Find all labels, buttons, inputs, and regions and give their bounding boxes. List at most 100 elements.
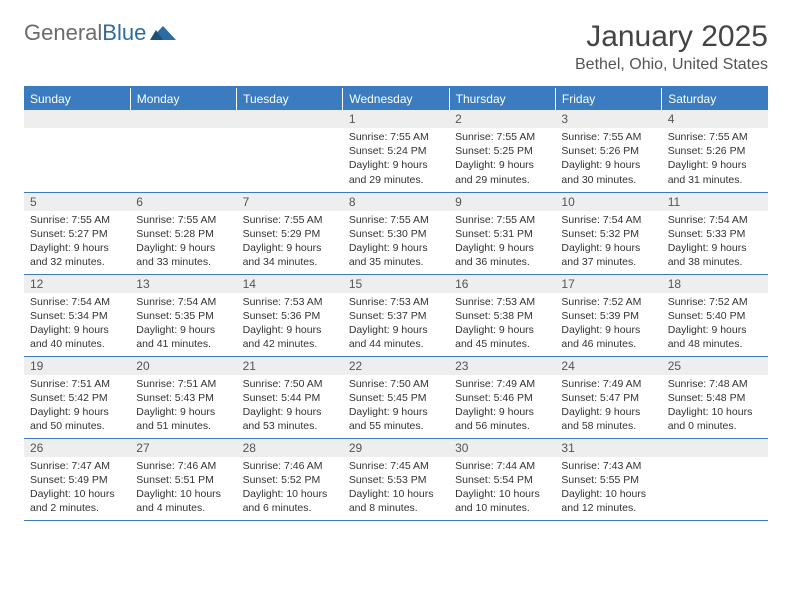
day-header: Monday xyxy=(130,87,236,110)
day-info: Sunrise: 7:51 AMSunset: 5:43 PMDaylight:… xyxy=(130,375,236,438)
logo-icon xyxy=(150,20,176,46)
day-info: Sunrise: 7:55 AMSunset: 5:29 PMDaylight:… xyxy=(237,211,343,274)
day-number: 19 xyxy=(24,357,130,375)
day-header: Saturday xyxy=(662,87,768,110)
sunset-text: Sunset: 5:45 PM xyxy=(349,391,443,405)
daylight-text: Daylight: 10 hours xyxy=(30,487,124,501)
day-number: 14 xyxy=(237,275,343,293)
calendar-cell: 19Sunrise: 7:51 AMSunset: 5:42 PMDayligh… xyxy=(24,356,130,438)
day-number: 28 xyxy=(237,439,343,457)
daylight-text: Daylight: 10 hours xyxy=(243,487,337,501)
day-number: 1 xyxy=(343,110,449,128)
day-info: Sunrise: 7:46 AMSunset: 5:52 PMDaylight:… xyxy=(237,457,343,520)
calendar-row: 5Sunrise: 7:55 AMSunset: 5:27 PMDaylight… xyxy=(24,192,768,274)
day-number: 8 xyxy=(343,193,449,211)
sunset-text: Sunset: 5:49 PM xyxy=(30,473,124,487)
daylight-text: and 48 minutes. xyxy=(668,337,762,351)
daylight-text: Daylight: 9 hours xyxy=(668,323,762,337)
day-number: 24 xyxy=(555,357,661,375)
calendar-cell: 1Sunrise: 7:55 AMSunset: 5:24 PMDaylight… xyxy=(343,110,449,192)
calendar-table: SundayMondayTuesdayWednesdayThursdayFrid… xyxy=(24,86,768,521)
day-info: Sunrise: 7:55 AMSunset: 5:31 PMDaylight:… xyxy=(449,211,555,274)
calendar-cell: 27Sunrise: 7:46 AMSunset: 5:51 PMDayligh… xyxy=(130,438,236,520)
calendar-cell: 3Sunrise: 7:55 AMSunset: 5:26 PMDaylight… xyxy=(555,110,661,192)
calendar-row: 26Sunrise: 7:47 AMSunset: 5:49 PMDayligh… xyxy=(24,438,768,520)
daylight-text: and 33 minutes. xyxy=(136,255,230,269)
day-number: 23 xyxy=(449,357,555,375)
day-info: Sunrise: 7:45 AMSunset: 5:53 PMDaylight:… xyxy=(343,457,449,520)
sunrise-text: Sunrise: 7:55 AM xyxy=(243,213,337,227)
daylight-text: Daylight: 9 hours xyxy=(136,241,230,255)
day-header: Tuesday xyxy=(237,87,343,110)
day-info: Sunrise: 7:49 AMSunset: 5:46 PMDaylight:… xyxy=(449,375,555,438)
daylight-text: Daylight: 9 hours xyxy=(349,158,443,172)
sunrise-text: Sunrise: 7:55 AM xyxy=(668,130,762,144)
daylight-text: Daylight: 9 hours xyxy=(561,323,655,337)
daylight-text: Daylight: 9 hours xyxy=(136,405,230,419)
sunset-text: Sunset: 5:43 PM xyxy=(136,391,230,405)
daylight-text: Daylight: 9 hours xyxy=(349,405,443,419)
sunrise-text: Sunrise: 7:52 AM xyxy=(561,295,655,309)
day-header: Wednesday xyxy=(343,87,449,110)
calendar-head: SundayMondayTuesdayWednesdayThursdayFrid… xyxy=(24,87,768,110)
daylight-text: Daylight: 9 hours xyxy=(349,323,443,337)
calendar-cell: 9Sunrise: 7:55 AMSunset: 5:31 PMDaylight… xyxy=(449,192,555,274)
day-number: 18 xyxy=(662,275,768,293)
daylight-text: Daylight: 9 hours xyxy=(136,323,230,337)
daylight-text: and 30 minutes. xyxy=(561,173,655,187)
day-info: Sunrise: 7:53 AMSunset: 5:37 PMDaylight:… xyxy=(343,293,449,356)
daylight-text: Daylight: 9 hours xyxy=(455,323,549,337)
day-info: Sunrise: 7:53 AMSunset: 5:38 PMDaylight:… xyxy=(449,293,555,356)
calendar-cell: 15Sunrise: 7:53 AMSunset: 5:37 PMDayligh… xyxy=(343,274,449,356)
sunrise-text: Sunrise: 7:46 AM xyxy=(136,459,230,473)
sunrise-text: Sunrise: 7:50 AM xyxy=(349,377,443,391)
sunset-text: Sunset: 5:40 PM xyxy=(668,309,762,323)
daylight-text: and 36 minutes. xyxy=(455,255,549,269)
sunrise-text: Sunrise: 7:48 AM xyxy=(668,377,762,391)
sunrise-text: Sunrise: 7:45 AM xyxy=(349,459,443,473)
daylight-text: and 31 minutes. xyxy=(668,173,762,187)
sunset-text: Sunset: 5:38 PM xyxy=(455,309,549,323)
day-info: Sunrise: 7:54 AMSunset: 5:32 PMDaylight:… xyxy=(555,211,661,274)
calendar-cell: 22Sunrise: 7:50 AMSunset: 5:45 PMDayligh… xyxy=(343,356,449,438)
header: GeneralBlue January 2025 Bethel, Ohio, U… xyxy=(24,20,768,74)
daylight-text: Daylight: 9 hours xyxy=(30,241,124,255)
day-number: 10 xyxy=(555,193,661,211)
daylight-text: Daylight: 9 hours xyxy=(243,241,337,255)
sunrise-text: Sunrise: 7:55 AM xyxy=(455,130,549,144)
calendar-cell: 4Sunrise: 7:55 AMSunset: 5:26 PMDaylight… xyxy=(662,110,768,192)
day-header: Thursday xyxy=(449,87,555,110)
sunset-text: Sunset: 5:42 PM xyxy=(30,391,124,405)
daylight-text: Daylight: 9 hours xyxy=(349,241,443,255)
daylight-text: Daylight: 9 hours xyxy=(668,158,762,172)
daylight-text: and 37 minutes. xyxy=(561,255,655,269)
day-header: Friday xyxy=(555,87,661,110)
daylight-text: Daylight: 9 hours xyxy=(455,158,549,172)
daylight-text: and 6 minutes. xyxy=(243,501,337,515)
calendar-cell: 29Sunrise: 7:45 AMSunset: 5:53 PMDayligh… xyxy=(343,438,449,520)
sunrise-text: Sunrise: 7:53 AM xyxy=(243,295,337,309)
sunset-text: Sunset: 5:55 PM xyxy=(561,473,655,487)
day-info: Sunrise: 7:46 AMSunset: 5:51 PMDaylight:… xyxy=(130,457,236,520)
day-info: Sunrise: 7:55 AMSunset: 5:26 PMDaylight:… xyxy=(662,128,768,191)
daylight-text: and 53 minutes. xyxy=(243,419,337,433)
calendar-cell: 20Sunrise: 7:51 AMSunset: 5:43 PMDayligh… xyxy=(130,356,236,438)
daylight-text: and 55 minutes. xyxy=(349,419,443,433)
sunrise-text: Sunrise: 7:52 AM xyxy=(668,295,762,309)
sunset-text: Sunset: 5:34 PM xyxy=(30,309,124,323)
daylight-text: and 12 minutes. xyxy=(561,501,655,515)
sunrise-text: Sunrise: 7:54 AM xyxy=(561,213,655,227)
sunrise-text: Sunrise: 7:46 AM xyxy=(243,459,337,473)
sunrise-text: Sunrise: 7:51 AM xyxy=(30,377,124,391)
calendar-cell: 18 Sunrise: 7:52 AMSunset: 5:40 PMDayligh… xyxy=(662,274,768,356)
day-info: Sunrise: 7:55 AMSunset: 5:30 PMDaylight:… xyxy=(343,211,449,274)
day-info: Sunrise: 7:52 AMSunset: 5:39 PMDaylight:… xyxy=(555,293,661,356)
sunset-text: Sunset: 5:25 PM xyxy=(455,144,549,158)
calendar-cell: 6Sunrise: 7:55 AMSunset: 5:28 PMDaylight… xyxy=(130,192,236,274)
daylight-text: Daylight: 10 hours xyxy=(136,487,230,501)
calendar-row: 19 Sunrise: 7:51 AMSunset: 5:42 PM Dayligh… xyxy=(24,356,768,438)
daylight-text: and 32 minutes. xyxy=(30,255,124,269)
daylight-text: Daylight: 9 hours xyxy=(455,405,549,419)
month-title: January 2025 xyxy=(575,20,768,54)
sunset-text: Sunset: 5:44 PM xyxy=(243,391,337,405)
